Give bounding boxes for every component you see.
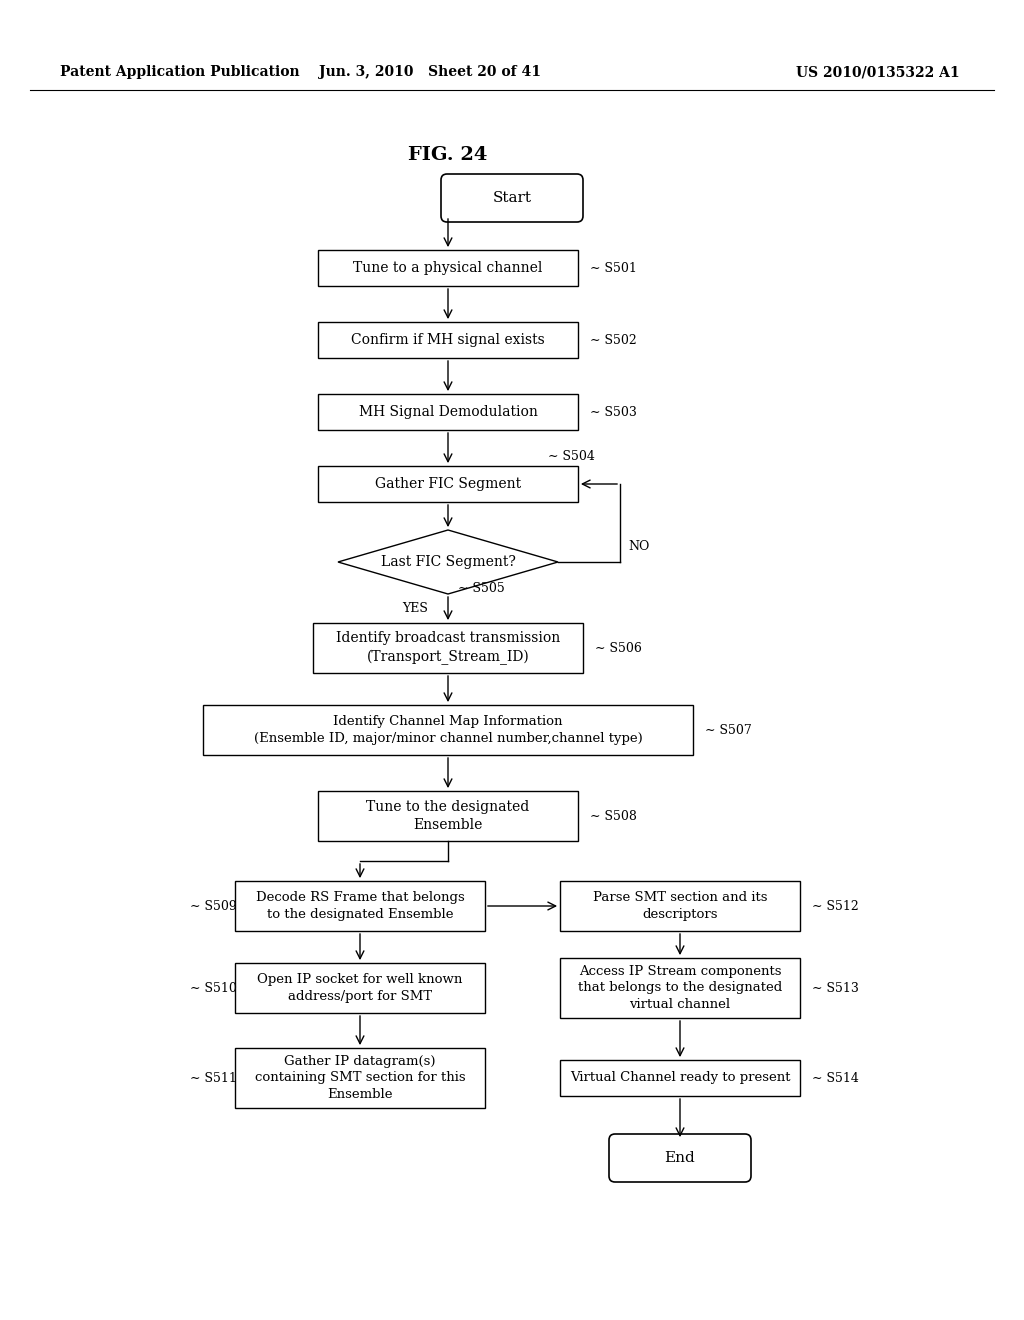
Text: Jun. 3, 2010   Sheet 20 of 41: Jun. 3, 2010 Sheet 20 of 41	[319, 65, 541, 79]
Text: Gather FIC Segment: Gather FIC Segment	[375, 477, 521, 491]
Bar	[318, 393, 578, 430]
Text: Gather IP datagram(s)
containing SMT section for this
Ensemble: Gather IP datagram(s) containing SMT sec…	[255, 1055, 465, 1101]
Text: ∼ S509: ∼ S509	[190, 899, 237, 912]
Bar	[313, 623, 583, 673]
Bar	[318, 249, 578, 286]
Text: NO: NO	[628, 540, 649, 553]
Text: Confirm if MH signal exists: Confirm if MH signal exists	[351, 333, 545, 347]
Text: US 2010/0135322 A1: US 2010/0135322 A1	[797, 65, 961, 79]
Polygon shape	[338, 531, 558, 594]
Bar	[318, 322, 578, 358]
Bar	[318, 791, 578, 841]
Text: YES: YES	[402, 602, 428, 615]
Text: Tune to the designated
Ensemble: Tune to the designated Ensemble	[367, 800, 529, 832]
Text: ∼ S507: ∼ S507	[705, 723, 752, 737]
Text: ∼ S503: ∼ S503	[590, 405, 637, 418]
FancyBboxPatch shape	[441, 174, 583, 222]
Text: Patent Application Publication: Patent Application Publication	[60, 65, 300, 79]
Bar	[560, 958, 800, 1018]
Text: Open IP socket for well known
address/port for SMT: Open IP socket for well known address/po…	[257, 973, 463, 1003]
Text: Tune to a physical channel: Tune to a physical channel	[353, 261, 543, 275]
Text: ∼ S502: ∼ S502	[590, 334, 637, 346]
Text: ∼ S511: ∼ S511	[190, 1072, 237, 1085]
Text: Virtual Channel ready to present: Virtual Channel ready to present	[569, 1072, 791, 1085]
Bar	[560, 880, 800, 931]
Text: ∼ S510: ∼ S510	[190, 982, 237, 994]
Text: FIG. 24: FIG. 24	[409, 147, 487, 164]
Text: Identify broadcast transmission
(Transport_Stream_ID): Identify broadcast transmission (Transpo…	[336, 631, 560, 665]
Bar	[234, 964, 485, 1012]
FancyBboxPatch shape	[609, 1134, 751, 1181]
Text: Access IP Stream components
that belongs to the designated
virtual channel: Access IP Stream components that belongs…	[578, 965, 782, 1011]
Text: ∼ S506: ∼ S506	[595, 642, 642, 655]
Text: ∼ S513: ∼ S513	[812, 982, 859, 994]
Text: ∼ S508: ∼ S508	[590, 809, 637, 822]
Text: Last FIC Segment?: Last FIC Segment?	[381, 554, 515, 569]
Text: ∼ S504: ∼ S504	[548, 450, 595, 462]
Bar	[234, 1048, 485, 1107]
Bar	[560, 1060, 800, 1096]
Bar	[203, 705, 693, 755]
Text: End: End	[665, 1151, 695, 1166]
Bar	[234, 880, 485, 931]
Text: Start: Start	[493, 191, 531, 205]
Text: Identify Channel Map Information
(Ensemble ID, major/minor channel number,channe: Identify Channel Map Information (Ensemb…	[254, 715, 642, 744]
Text: Decode RS Frame that belongs
to the designated Ensemble: Decode RS Frame that belongs to the desi…	[256, 891, 464, 921]
Text: ∼ S514: ∼ S514	[812, 1072, 859, 1085]
Text: ∼ S512: ∼ S512	[812, 899, 859, 912]
Text: ∼ S501: ∼ S501	[590, 261, 637, 275]
Bar	[318, 466, 578, 502]
Text: ∼ S505: ∼ S505	[458, 582, 505, 595]
Text: MH Signal Demodulation: MH Signal Demodulation	[358, 405, 538, 418]
Text: Parse SMT section and its
descriptors: Parse SMT section and its descriptors	[593, 891, 767, 921]
